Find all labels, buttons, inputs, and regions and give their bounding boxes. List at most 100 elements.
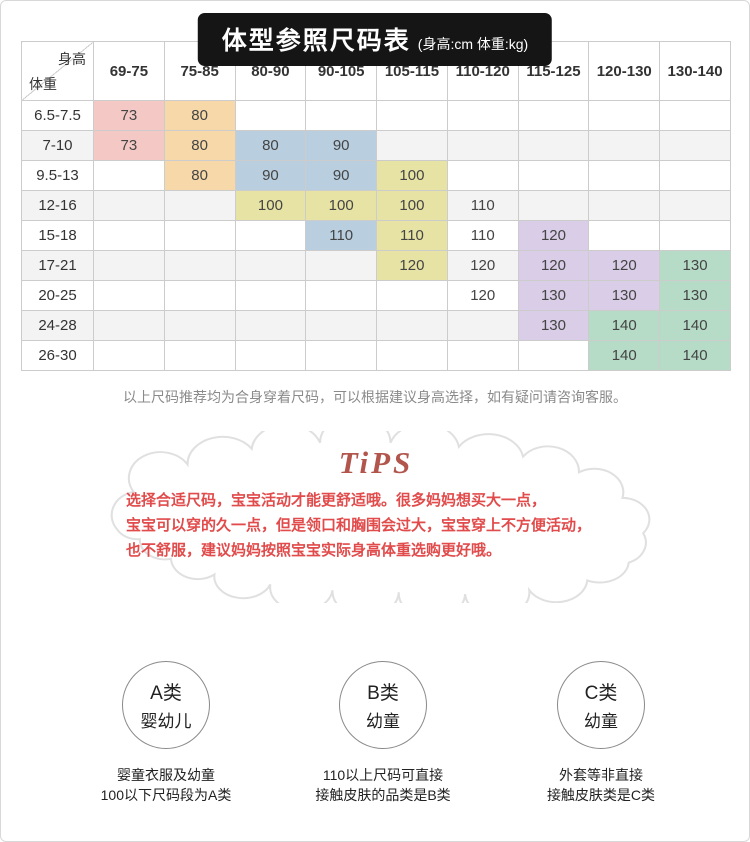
weight-row-label: 20-25 (21, 280, 94, 311)
size-cell: 120 (446, 250, 519, 281)
size-cell: 140 (588, 310, 661, 341)
empty-cell (234, 340, 307, 371)
empty-cell (376, 280, 448, 311)
size-note-text: 以上尺码推荐均为合身穿着尺码，可以根据建议身高选择，如有疑问请咨询客服。 (123, 389, 627, 405)
empty-cell (659, 220, 731, 251)
empty-cell (517, 100, 590, 131)
category-desc-line: 110以上尺码可直接 (322, 767, 444, 783)
empty-cell (163, 190, 236, 221)
category-b: B类 幼童 110以上尺码可直接 接触皮肤的品类是B类 (263, 661, 503, 806)
empty-cell (376, 340, 448, 371)
chart-title-units: (身高:cm 体重:kg) (417, 36, 529, 52)
table-row: 12-16 100 100 100 110 (21, 190, 731, 221)
empty-cell (163, 280, 236, 311)
weight-row-label: 6.5-7.5 (21, 100, 94, 131)
size-cell: 120 (517, 250, 590, 281)
empty-cell (376, 310, 448, 341)
size-cell: 120 (517, 220, 590, 251)
empty-cell (588, 160, 661, 191)
cloud-shape (110, 431, 651, 603)
tips-logo: TiPS (338, 445, 414, 480)
size-cell: 120 (588, 250, 661, 281)
table-row: 24-28 130 140 140 (21, 310, 731, 341)
category-subtitle: 婴幼儿 (140, 712, 192, 731)
size-cell: 100 (305, 190, 378, 221)
size-cell: 90 (305, 160, 378, 191)
weight-row-label: 9.5-13 (21, 160, 94, 191)
size-cell: 140 (659, 340, 731, 371)
empty-cell (588, 130, 661, 161)
height-header-cell: 69-75 (93, 41, 165, 101)
category-name: C类 (584, 683, 618, 704)
category-c-circle: C类 幼童 (557, 661, 645, 749)
size-cell: 110 (376, 220, 448, 251)
empty-cell (163, 220, 236, 251)
category-subtitle: 幼童 (366, 712, 400, 731)
size-cell: 80 (234, 130, 307, 161)
size-cell: 130 (659, 280, 731, 311)
weight-row-label: 26-30 (21, 340, 94, 371)
empty-cell (93, 160, 165, 191)
size-cell: 80 (163, 160, 236, 191)
category-desc-line: 100以下尺码段为A类 (100, 787, 232, 804)
size-cell: 100 (376, 160, 448, 191)
chart-title: 体型参照尺码表 (221, 27, 411, 55)
size-cell: 130 (588, 280, 661, 311)
height-header-cell: 130-140 (659, 41, 731, 101)
empty-cell (305, 280, 378, 311)
category-a-circle: A类 婴幼儿 (122, 661, 210, 749)
size-cell: 110 (446, 220, 519, 251)
category-description: 外套等非直接 接触皮肤类是C类 (481, 765, 721, 806)
weight-row-label: 12-16 (21, 190, 94, 221)
size-table: 身高 体重 69-75 75-85 80-90 90-105 105-115 110-12… (21, 41, 731, 371)
category-subtitle: 幼童 (584, 712, 618, 731)
table-row: 20-25 120 130 130 130 (21, 280, 731, 311)
empty-cell (659, 100, 731, 131)
category-description: 婴童衣服及幼童 100以下尺码段为A类 (46, 765, 286, 806)
empty-cell (517, 190, 590, 221)
weight-row-label: 17-21 (21, 250, 94, 281)
size-cell: 73 (93, 130, 165, 161)
empty-cell (517, 130, 590, 161)
size-cell: 110 (446, 190, 519, 221)
empty-cell (588, 100, 661, 131)
empty-cell (446, 340, 519, 371)
empty-cell (376, 100, 448, 131)
category-desc-line: 婴童衣服及幼童 (117, 767, 215, 783)
category-desc-line: 接触皮肤的品类是B类 (315, 787, 451, 804)
empty-cell (446, 160, 519, 191)
category-desc-line: 外套等非直接 (559, 767, 643, 783)
category-c: C类 幼童 外套等非直接 接触皮肤类是C类 (481, 661, 721, 806)
category-name: A类 (150, 683, 182, 704)
table-row: 15-18 110 110 110 120 (21, 220, 731, 251)
height-header-cell: 120-130 (588, 41, 661, 101)
empty-cell (659, 190, 731, 221)
chart-title-bar: 体型参照尺码表 (身高:cm 体重:kg) (197, 13, 553, 66)
empty-cell (659, 130, 731, 161)
weight-row-label: 7-10 (21, 130, 94, 161)
size-cell: 110 (305, 220, 378, 251)
empty-cell (93, 280, 165, 311)
weight-axis-label: 体重 (29, 76, 57, 92)
size-cell: 90 (305, 130, 378, 161)
empty-cell (446, 100, 519, 131)
empty-cell (659, 160, 731, 191)
empty-cell (163, 310, 236, 341)
empty-cell (517, 340, 590, 371)
empty-cell (446, 130, 519, 161)
size-cell: 100 (234, 190, 307, 221)
category-description: 110以上尺码可直接 接触皮肤的品类是B类 (263, 765, 503, 806)
empty-cell (163, 250, 236, 281)
table-row: 17-21 120 120 120 120 130 (21, 250, 731, 281)
empty-cell (305, 250, 378, 281)
size-cell: 130 (517, 280, 590, 311)
size-cell: 80 (163, 100, 236, 131)
size-cell: 100 (376, 190, 448, 221)
size-cell: 120 (446, 280, 519, 311)
size-cell: 73 (93, 100, 165, 131)
table-row: 9.5-13 80 90 90 100 (21, 160, 731, 191)
tips-text: 选择合适尺码，宝宝活动才能更舒适哦。很多妈妈想买大一点， 宝宝可以穿的久一点，但… (126, 492, 592, 559)
height-axis-label: 身高 (58, 51, 86, 67)
table-row: 7-10 73 80 80 90 (21, 130, 731, 161)
